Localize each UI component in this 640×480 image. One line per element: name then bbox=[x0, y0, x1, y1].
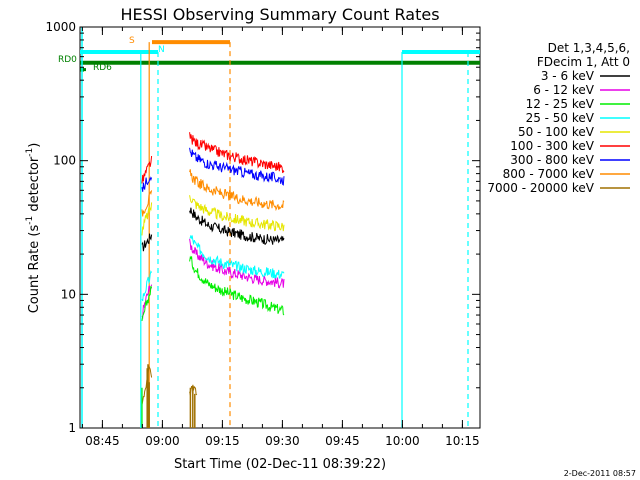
y-axis-label-part2: detector bbox=[27, 156, 42, 216]
y-tick-label: 10 bbox=[61, 287, 76, 301]
x-axis: 08:45 09:00 09:15 09:30 09:45 10:00 10:15 bbox=[81, 27, 480, 448]
legend-entry-label: 25 - 50 keV bbox=[526, 111, 595, 125]
series-line bbox=[141, 155, 153, 184]
series-line bbox=[189, 195, 285, 232]
series-line bbox=[189, 234, 285, 279]
legend-entry-label: 3 - 6 keV bbox=[541, 69, 595, 83]
legend-entry-label: 12 - 25 keV bbox=[526, 97, 595, 111]
series-line bbox=[141, 202, 153, 236]
y-axis-label: Count Rate (s-1 detector-1) bbox=[25, 143, 42, 314]
series-line bbox=[141, 190, 153, 217]
y-tick-label: 1000 bbox=[45, 20, 76, 34]
series-line bbox=[141, 285, 153, 321]
y-axis-label-sup1: -1 bbox=[25, 216, 35, 225]
y-axis-label-part3: ) bbox=[27, 143, 42, 148]
y-tick-label: 1 bbox=[68, 421, 76, 435]
series-line bbox=[141, 176, 153, 192]
x-axis-label: Start Time (02-Dec-11 08:39:22) bbox=[174, 457, 386, 472]
flag-label: N bbox=[158, 45, 165, 55]
flag-label: RD6 bbox=[93, 63, 112, 73]
x-tick-label: 10:15 bbox=[445, 434, 480, 448]
x-tick-label: 09:00 bbox=[145, 434, 180, 448]
footer-timestamp: 2-Dec-2011 08:57 bbox=[564, 469, 636, 478]
flag-label: RD0 bbox=[58, 55, 77, 65]
x-tick-label: 09:45 bbox=[325, 434, 360, 448]
plot-frame bbox=[79, 26, 481, 429]
x-tick-label: 09:15 bbox=[205, 434, 240, 448]
flag-bars: S N RD0 RD6 bbox=[58, 36, 480, 73]
flag-label: S bbox=[129, 36, 135, 46]
legend-header-decim: FDecim 1, Att 0 bbox=[537, 55, 630, 69]
legend-entry-label: 50 - 100 keV bbox=[518, 125, 595, 139]
legend-header-detectors: Det 1,3,4,5,6, bbox=[548, 41, 630, 55]
series-line bbox=[189, 132, 285, 174]
y-axis: 1 10 100 1000 bbox=[45, 20, 480, 435]
series-line bbox=[189, 147, 285, 186]
legend-entry-label: 300 - 800 keV bbox=[510, 153, 594, 167]
legend-entry-label: 100 - 300 keV bbox=[510, 139, 594, 153]
series-line bbox=[189, 255, 285, 316]
vertical-markers bbox=[81, 27, 469, 428]
series-line bbox=[189, 238, 285, 289]
legend-entry-label: 7000 - 20000 keV bbox=[487, 181, 594, 195]
legend-entry-label: 800 - 7000 keV bbox=[503, 167, 595, 181]
series-line bbox=[189, 207, 285, 245]
series-lines bbox=[141, 132, 285, 428]
y-tick-label: 100 bbox=[53, 154, 76, 168]
y-axis-label-sup2: -1 bbox=[25, 148, 35, 157]
series-line bbox=[189, 169, 285, 212]
series-line bbox=[141, 270, 153, 302]
series-line bbox=[141, 233, 153, 252]
x-tick-label: 10:00 bbox=[385, 434, 420, 448]
y-axis-label-part1: Count Rate (s bbox=[27, 225, 42, 314]
series-line bbox=[141, 284, 153, 319]
legend-entry-label: 6 - 12 keV bbox=[533, 83, 595, 97]
x-tick-label: 09:30 bbox=[265, 434, 300, 448]
chart-title: HESSI Observing Summary Count Rates bbox=[120, 5, 439, 24]
x-tick-label: 08:45 bbox=[85, 434, 120, 448]
legend: Det 1,3,4,5,6, FDecim 1, Att 0 3 - 6 keV… bbox=[487, 41, 630, 195]
